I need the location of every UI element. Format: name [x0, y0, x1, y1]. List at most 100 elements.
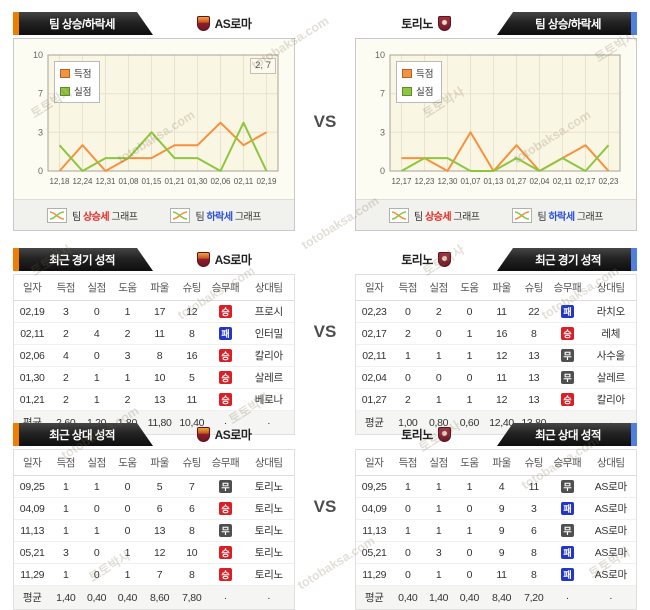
opponent-cell: AS로마: [585, 475, 636, 498]
column-header: 득점: [392, 275, 424, 301]
stat-cell: 2: [392, 322, 424, 345]
opponent-cell: AS로마: [585, 497, 636, 520]
result-cell: 승: [207, 563, 244, 586]
rise-graph-legend: 팀 상승세 그래프: [389, 207, 480, 223]
torino-crest-icon: [437, 427, 451, 442]
column-header: 일자: [356, 275, 393, 301]
table-header-row: 일자 득점 실점 도움 파울 슈팅 승무패 상대팀: [14, 275, 294, 301]
stat-cell: 8,40: [484, 585, 519, 609]
h2h-tab-left: 최근 상대 성적: [13, 423, 153, 446]
h2h-tab-label: 최근 상대 성적: [535, 429, 601, 442]
roma-crest-icon: [196, 16, 210, 31]
column-header: 득점: [50, 450, 82, 476]
recent-header-left: 최근 경기 성적 AS로마: [13, 248, 295, 271]
svg-text:7: 7: [380, 89, 385, 99]
result-cell: ·: [549, 585, 586, 609]
stat-cell: 16: [176, 344, 208, 367]
trend-header-left: 팀 상승/하락세 AS로마: [13, 12, 295, 35]
column-header: 상대팀: [585, 450, 636, 476]
trend-tab-label: 팀 상승/하락세: [49, 18, 115, 31]
column-header: 실점: [81, 275, 112, 301]
stat-cell: 0: [392, 563, 424, 586]
svg-text:0: 0: [38, 166, 43, 176]
recent-table-left: 일자 득점 실점 도움 파울 슈팅 승무패 상대팀 02,19 3 0 1 17 12 승 프로시 02,11 2…: [13, 274, 295, 435]
stat-cell: 5: [142, 475, 177, 498]
vs-label-middle: VS: [313, 322, 337, 341]
table-row: 02,04 0 0 0 11 13 무 살레르: [356, 366, 636, 389]
stat-cell: 9: [484, 519, 519, 542]
trend-chart-svg: 0 3 7 10 12,18 12,24 12,31 01,08 01,15 01,21 01,30…: [33, 50, 279, 186]
stat-cell: 1: [423, 497, 454, 520]
svg-text:01,08: 01,08: [118, 177, 139, 186]
result-badge: 무: [560, 480, 574, 493]
fall-graph-legend: 팀 하락세 그래프: [170, 207, 261, 223]
result-cell: 패: [549, 300, 586, 323]
chart-series-legend: 득점 실점: [54, 61, 101, 103]
stat-cell: 05,21: [14, 541, 51, 564]
column-header: 일자: [14, 450, 51, 476]
h2h-header-left: 최근 상대 성적 AS로마: [13, 423, 295, 446]
svg-text:02,06: 02,06: [210, 177, 231, 186]
result-cell: 승: [549, 322, 586, 345]
stat-cell: 13: [518, 388, 550, 411]
stat-cell: 1: [423, 519, 454, 542]
trend-chart-right: 0 3 7 10 12,17 12,23 12,30 01,07 01,13 01,27 02,04…: [364, 47, 628, 199]
stat-cell: 1: [453, 519, 485, 542]
opponent-cell: 토리노: [243, 563, 294, 586]
trend-legend-strip: 팀 상승세 그래프 팀 하락세 그래프: [356, 199, 636, 230]
stat-cell: 0: [111, 497, 143, 520]
stat-cell: 0: [423, 366, 454, 389]
stat-cell: 01,21: [14, 388, 51, 411]
stat-cell: 05,21: [356, 541, 393, 564]
accent-bar-right: [631, 12, 637, 35]
result-badge: 무: [218, 480, 232, 493]
stat-cell: 10: [176, 541, 208, 564]
column-header: 상대팀: [243, 450, 294, 476]
recent-table-right: 일자 득점 실점 도움 파울 슈팅 승무패 상대팀 02,23 0 2 0 11 22 패 라치오 02,17 2…: [355, 274, 637, 435]
column-header: 상대팀: [585, 275, 636, 301]
result-badge: 승: [218, 393, 232, 406]
table-row: 01,21 2 1 2 13 11 승 베로나: [14, 388, 294, 411]
team-block-right: 토리노: [355, 248, 497, 271]
stat-cell: 4: [484, 475, 519, 498]
h2h-tab-right: 최근 상대 성적: [497, 423, 637, 446]
column-header: 파울: [484, 275, 519, 301]
column-header: 도움: [453, 275, 485, 301]
stat-cell: 6: [176, 497, 208, 520]
table-row: 11,13 1 1 1 9 6 무 AS로마: [356, 519, 636, 542]
h2h-panel-left: 최근 상대 성적 AS로마 일자 득점 실점 도움 파울 슈팅 승무패 상대팀 09,25 1 1 0…: [13, 423, 295, 610]
recent-header-right: 토리노 최근 경기 성적: [355, 248, 637, 271]
table-row: 01,30 2 1 1 10 5 승 살레르: [14, 366, 294, 389]
average-row: 평균 0,40 1,40 0,40 8,40 7,20 · ·: [356, 585, 636, 609]
stat-cell: 1,40: [50, 585, 82, 609]
stat-cell: 1: [50, 563, 82, 586]
svg-text:01,27: 01,27: [506, 177, 527, 186]
svg-text:01,07: 01,07: [460, 177, 481, 186]
svg-text:10: 10: [33, 50, 43, 60]
stat-cell: 6: [518, 519, 550, 542]
team-name-left: AS로마: [214, 17, 252, 31]
stat-cell: 1: [423, 475, 454, 498]
stat-cell: 3: [518, 497, 550, 520]
accent-bar-right: [631, 423, 637, 446]
stat-cell: 6: [142, 497, 177, 520]
opponent-cell: 칼리아: [585, 388, 636, 411]
stat-cell: 11,13: [14, 519, 51, 542]
legend-label: 실점: [74, 87, 92, 98]
stat-cell: 9: [484, 497, 519, 520]
stat-cell: 9: [484, 541, 519, 564]
result-badge: 승: [218, 371, 232, 384]
accent-bar-left: [13, 423, 19, 446]
stat-cell: 1: [50, 519, 82, 542]
column-header: 승무패: [549, 450, 586, 476]
result-cell: 무: [207, 475, 244, 498]
stat-cell: 11: [142, 322, 177, 345]
table-row: 02,11 1 1 1 12 13 무 사수올: [356, 344, 636, 367]
stat-cell: 8: [518, 322, 550, 345]
svg-text:3: 3: [38, 127, 43, 137]
stat-cell: 1: [111, 541, 143, 564]
svg-text:02,11: 02,11: [553, 177, 573, 186]
stat-cell: 12: [176, 300, 208, 323]
opponent-cell: AS로마: [585, 519, 636, 542]
trend-tab-label: 팀 상승/하락세: [535, 18, 601, 31]
